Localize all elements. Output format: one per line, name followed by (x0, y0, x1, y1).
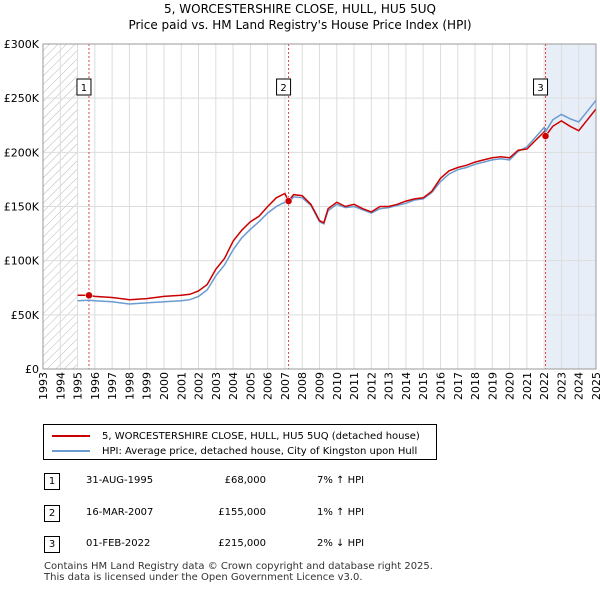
x-tick-label: 1998 (123, 372, 136, 400)
x-tick-label: 1999 (141, 372, 154, 400)
sale-label: 1 (81, 83, 87, 94)
transaction-price: £215,000 (218, 538, 266, 549)
transaction-date: 01-FEB-2022 (86, 538, 151, 549)
sale-point (541, 132, 550, 140)
chart-legend: 5, WORCESTERSHIRE CLOSE, HULL, HU5 5UQ (… (43, 424, 437, 460)
x-tick-label: 2021 (521, 372, 534, 400)
legend-property: 5, WORCESTERSHIRE CLOSE, HULL, HU5 5UQ (… (52, 429, 420, 443)
legend-property-label: 5, WORCESTERSHIRE CLOSE, HULL, HU5 5UQ (… (102, 430, 420, 442)
transaction-hpi-diff: 7% ↑ HPI (317, 475, 365, 486)
x-tick-label: 2024 (573, 372, 586, 400)
y-tick-label: £250K (4, 92, 40, 105)
x-tick-label: 2011 (348, 372, 361, 400)
x-tick-label: 2019 (486, 372, 499, 400)
transaction-row: 1 31-AUG-1995 £68,000 7% ↑ HPI (44, 473, 444, 490)
x-tick-label: 2013 (383, 372, 396, 400)
x-tick-label: 2025 (590, 372, 600, 400)
x-tick-label: 2000 (158, 372, 171, 400)
x-tick-label: 2004 (227, 372, 240, 400)
price-chart: 1 2 3 £0 £50K £100K £150K £200K £250K £300K 1993 19… (4, 38, 600, 400)
transaction-date: 16-MAR-2007 (86, 507, 154, 518)
x-tick-label: 2016 (434, 372, 447, 400)
legend-hpi-swatch (52, 450, 90, 452)
y-tick-label: £150K (4, 201, 40, 214)
plot-frame (42, 43, 597, 370)
transaction-price: £68,000 (224, 475, 266, 486)
transaction-date: 31-AUG-1995 (86, 475, 154, 486)
y-tick-label: £100K (4, 255, 40, 268)
x-tick-label: 2008 (296, 372, 309, 400)
transaction-row: 2 16-MAR-2007 £155,000 1% ↑ HPI (44, 505, 444, 522)
sale-label: 3 (537, 83, 543, 94)
y-tick-label: £200K (4, 146, 40, 159)
transaction-number: 3 (44, 536, 60, 553)
x-tick-label: 2017 (452, 372, 465, 400)
sale-label: 2 (280, 83, 286, 94)
x-tick-label: 2020 (504, 372, 517, 400)
x-tick-label: 2023 (555, 372, 568, 400)
legend-property-swatch (52, 435, 90, 437)
x-tick-label: 1996 (89, 372, 102, 400)
transaction-hpi-diff: 2% ↓ HPI (317, 538, 365, 549)
y-tick-label: £300K (4, 38, 40, 51)
sale-label-box (76, 78, 92, 96)
x-tick-label: 1995 (72, 372, 85, 400)
x-tick-label: 2002 (193, 372, 206, 400)
x-tick-label: 2005 (244, 372, 257, 400)
y-tick-label: £0 (25, 363, 39, 376)
x-tick-label: 2012 (365, 372, 378, 400)
x-tick-label: 2018 (469, 372, 482, 400)
x-tick-label: 2014 (400, 372, 413, 400)
x-tick-label: 2009 (314, 372, 327, 400)
x-tick-label: 2001 (175, 372, 188, 400)
property-price-line (77, 108, 597, 301)
x-tick-label: 1994 (54, 372, 67, 400)
sale-point (284, 197, 293, 205)
sale-label-box (533, 78, 549, 96)
x-tick-label: 2022 (538, 372, 551, 400)
chart-subtitle: Price paid vs. HM Land Registry's House … (128, 18, 472, 32)
transaction-row: 3 01-FEB-2022 £215,000 2% ↓ HPI (44, 536, 444, 553)
y-tick-label: £50K (11, 309, 40, 322)
footer-copyright: Contains HM Land Registry data © Crown c… (44, 561, 433, 572)
x-tick-label: 2010 (331, 372, 344, 400)
transaction-price: £155,000 (218, 507, 266, 518)
x-tick-label: 2015 (417, 372, 430, 400)
transaction-number: 2 (44, 505, 60, 522)
x-tick-label: 1993 (37, 372, 50, 400)
transaction-hpi-diff: 1% ↑ HPI (317, 507, 365, 518)
x-tick-label: 2007 (279, 372, 292, 400)
legend-hpi-label: HPI: Average price, detached house, City… (102, 445, 418, 457)
chart-title: 5, WORCESTERSHIRE CLOSE, HULL, HU5 5UQ (164, 2, 436, 16)
sale-point (85, 291, 93, 300)
x-tick-label: 2003 (210, 372, 223, 400)
x-tick-label: 2006 (262, 372, 275, 400)
legend-hpi: HPI: Average price, detached house, City… (52, 444, 417, 458)
sale-label-box (276, 78, 292, 96)
x-tick-label: 1997 (106, 372, 119, 400)
transaction-number: 1 (44, 473, 60, 490)
footer-licence: This data is licensed under the Open Gov… (44, 572, 363, 583)
